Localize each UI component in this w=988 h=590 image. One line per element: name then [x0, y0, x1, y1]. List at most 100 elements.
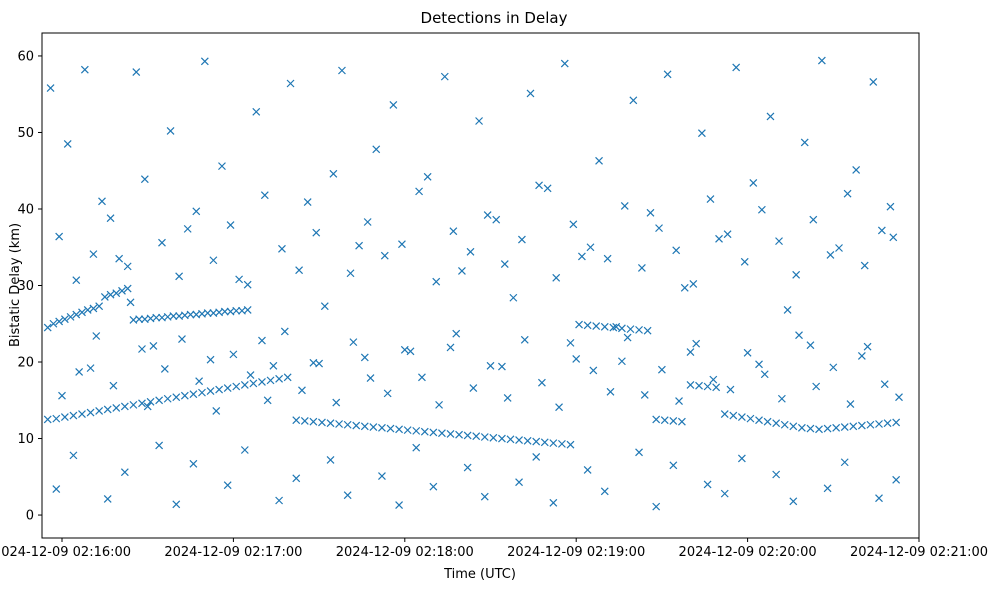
data-point — [58, 391, 66, 400]
data-point — [789, 497, 798, 506]
data-point — [352, 421, 361, 430]
x-tick-label: 2024-12-09 02:16:00 — [0, 545, 131, 560]
data-point — [372, 145, 381, 154]
data-point — [797, 423, 806, 432]
data-point — [823, 424, 832, 433]
data-point — [480, 492, 489, 501]
data-point — [669, 417, 678, 425]
data-point — [749, 179, 758, 187]
data-point — [383, 389, 392, 398]
data-point — [103, 495, 112, 503]
data-point — [469, 384, 478, 392]
data-point — [852, 166, 861, 174]
data-point — [472, 432, 481, 441]
data-point — [315, 359, 324, 368]
data-point — [120, 468, 129, 477]
data-point — [158, 238, 166, 247]
data-point — [395, 501, 404, 510]
data-point — [737, 454, 746, 463]
data-point — [295, 266, 304, 275]
data-point — [549, 498, 558, 507]
x-tick-label: 2024-12-09 02:19:00 — [507, 545, 645, 560]
data-point — [569, 220, 578, 229]
data-point — [715, 234, 723, 243]
data-point — [166, 127, 175, 135]
data-point — [320, 302, 329, 311]
data-point — [69, 411, 78, 420]
data-point — [123, 284, 132, 293]
data-point — [498, 362, 506, 371]
data-point — [326, 419, 335, 428]
data-point — [360, 422, 369, 431]
data-point — [92, 332, 101, 340]
data-point — [806, 341, 815, 350]
data-point — [180, 391, 189, 400]
data-point — [280, 327, 289, 336]
data-point — [540, 438, 549, 447]
data-point — [386, 424, 395, 433]
data-point — [843, 189, 852, 198]
data-point — [329, 169, 338, 178]
plot-frame — [41, 32, 920, 539]
data-point — [520, 335, 529, 344]
data-point — [458, 267, 466, 275]
data-point — [186, 310, 195, 319]
data-point — [103, 405, 112, 414]
data-point — [343, 491, 352, 500]
data-point — [160, 364, 169, 373]
data-point — [500, 260, 509, 269]
data-point — [452, 329, 461, 338]
data-point — [637, 263, 646, 272]
data-point — [532, 452, 541, 461]
data-point — [777, 394, 786, 403]
data-point — [78, 410, 86, 418]
data-point — [89, 304, 98, 313]
y-tick-label: 30 — [17, 279, 34, 294]
data-point — [509, 293, 518, 302]
data-point — [349, 338, 358, 347]
data-point — [43, 415, 52, 424]
data-point — [706, 195, 715, 203]
data-point — [252, 107, 261, 116]
data-point — [755, 416, 763, 425]
data-point — [360, 353, 369, 362]
data-point — [586, 243, 595, 252]
data-point — [875, 494, 883, 503]
data-point — [423, 172, 432, 181]
x-axis: 2024-12-09 02:16:00 2024-12-09 02:17:00 20… — [0, 538, 988, 560]
data-point — [829, 363, 838, 372]
data-point — [172, 393, 181, 402]
data-point — [669, 461, 678, 470]
data-point — [572, 355, 581, 363]
data-point — [149, 342, 158, 350]
data-point — [475, 117, 483, 125]
data-point — [772, 419, 781, 428]
data-point — [52, 414, 61, 423]
data-point — [866, 420, 875, 429]
data-point — [857, 421, 866, 430]
data-point — [335, 420, 344, 428]
data-point — [555, 403, 563, 412]
data-point — [435, 400, 444, 409]
data-point — [746, 414, 755, 423]
data-point — [332, 398, 341, 407]
data-point — [792, 270, 801, 279]
data-point — [877, 226, 886, 235]
data-point — [309, 417, 318, 426]
data-point — [703, 382, 712, 391]
data-point — [366, 374, 375, 383]
data-point — [623, 333, 632, 342]
data-point — [63, 140, 72, 148]
data-point — [55, 232, 64, 241]
data-point — [249, 379, 258, 388]
data-point — [43, 323, 52, 332]
data-point — [72, 276, 81, 285]
data-point — [600, 487, 609, 496]
data-point — [369, 423, 378, 431]
data-point — [78, 308, 86, 317]
data-point — [220, 307, 229, 316]
data-point — [400, 345, 409, 354]
data-point — [189, 390, 198, 399]
data-point — [629, 96, 638, 105]
data-point — [726, 385, 735, 394]
